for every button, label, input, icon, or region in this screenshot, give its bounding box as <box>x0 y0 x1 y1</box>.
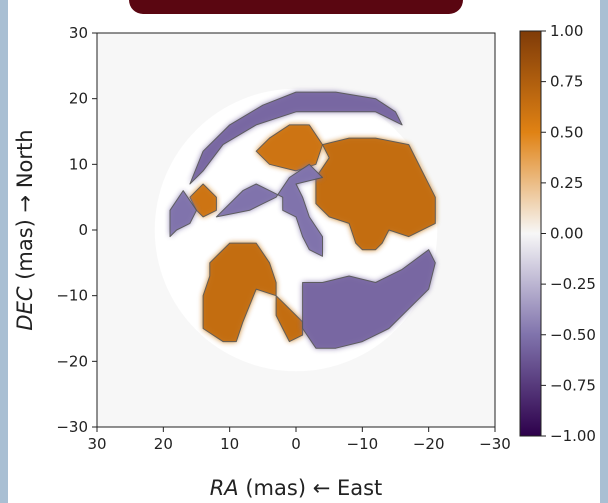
colorbar-tick-label: 0.75 <box>550 73 583 91</box>
y-tick-label: −20 <box>56 352 88 370</box>
colorbar-tick-label: −0.50 <box>550 326 596 344</box>
heatmap-regions <box>169 91 436 349</box>
region-negative <box>189 91 403 185</box>
colorbar-tick-label: −0.25 <box>550 275 596 293</box>
colorbar-tick-label: 0.50 <box>550 123 583 141</box>
colorbar-tick-label: −1.00 <box>550 427 596 445</box>
x-tick-label: 10 <box>220 435 239 453</box>
region-positive <box>315 137 436 251</box>
region-positive <box>255 124 323 172</box>
y-axis-label: DEC (mas) → North <box>13 129 37 330</box>
x-axis-label: RA (mas) ← East <box>210 476 383 500</box>
x-tick-label: 20 <box>154 435 173 453</box>
region-positive <box>189 183 217 218</box>
y-tick-label: 10 <box>69 155 88 173</box>
x-tick-label: −10 <box>347 435 379 453</box>
region-negative <box>169 190 197 238</box>
y-tick-label: −30 <box>56 418 88 436</box>
y-tick-label: −10 <box>56 287 88 305</box>
x-tick-label: 30 <box>87 435 106 453</box>
header-banner <box>129 0 463 14</box>
region-negative <box>302 249 436 349</box>
colorbar-tick-label: −0.75 <box>550 376 596 394</box>
colorbar-tick-label: 0.25 <box>550 174 583 192</box>
y-tick-label: 20 <box>69 90 88 108</box>
colorbar-tick-label: 1.00 <box>550 22 583 40</box>
x-tick-label: −30 <box>479 435 511 453</box>
x-tick-label: −20 <box>413 435 445 453</box>
colorbar <box>519 30 542 437</box>
colorbar-tick-label: 0.00 <box>550 225 583 243</box>
region-positive <box>202 242 304 343</box>
y-tick-label: 0 <box>78 221 88 239</box>
region-negative <box>215 163 323 257</box>
y-tick-label: 30 <box>69 24 88 42</box>
x-tick-label: 0 <box>291 435 301 453</box>
